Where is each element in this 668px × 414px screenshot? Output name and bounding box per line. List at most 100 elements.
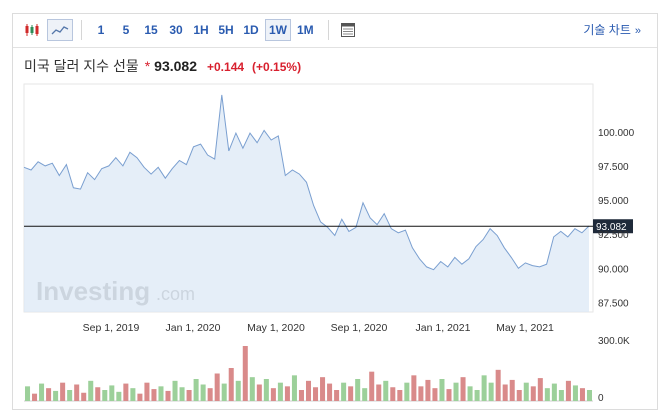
y-tick-label: 90.000 [598, 264, 629, 275]
volume-bar [123, 383, 129, 401]
volume-bar [572, 385, 578, 401]
volume-bar [151, 389, 157, 401]
candlestick-icon[interactable] [21, 19, 43, 41]
volume-bar [284, 386, 290, 401]
volume-bar [502, 384, 508, 401]
volume-bar [193, 379, 199, 401]
technical-chart-link[interactable]: 기술 차트» [583, 21, 641, 38]
volume-bar [249, 377, 255, 401]
volume-bar [432, 388, 438, 401]
volume-bar [383, 380, 389, 401]
y-tick-label: 87.500 [598, 298, 629, 309]
table-icon[interactable] [337, 19, 359, 41]
volume-bar [200, 384, 206, 401]
line-chart-icon[interactable] [47, 18, 73, 41]
volume-bar [116, 391, 122, 401]
volume-bar [228, 368, 234, 401]
interval-button-5[interactable]: 5 [122, 22, 130, 37]
volume-bar [144, 382, 150, 401]
volume-bar [313, 387, 319, 401]
volume-bar [495, 369, 501, 401]
volume-bar [39, 383, 45, 401]
volume-bar [207, 388, 213, 401]
volume-bar [509, 379, 515, 401]
double-chevron-right-icon: » [634, 25, 641, 37]
price-change-percent: (+0.15%) [252, 60, 302, 74]
volume-bar [418, 386, 424, 401]
interval-button-1h[interactable]: 1H [193, 22, 209, 37]
volume-bar [67, 390, 73, 401]
volume-bar [558, 390, 564, 401]
volume-bar [348, 386, 354, 401]
quote-header: 미국 달러 지수 선물 * 93.082 +0.144 (+0.15%) [24, 56, 301, 76]
instrument-name: 미국 달러 지수 선물 [24, 58, 139, 74]
price-change: +0.144 [207, 60, 245, 74]
volume-bar [446, 389, 452, 401]
current-price-label: 93.082 [596, 222, 627, 233]
volume-bar [404, 382, 410, 401]
volume-bar [530, 386, 536, 401]
volume-bar [334, 390, 340, 401]
volume-bar [186, 390, 192, 401]
interval-selector: 1 5 15 30 1H 5H 1D 1W 1M [90, 18, 320, 41]
volume-bar [474, 390, 480, 401]
volume-bar [320, 377, 326, 401]
interval-button-1[interactable]: 1 [97, 22, 105, 37]
interval-button-5h[interactable]: 5H [218, 22, 234, 37]
volume-bar [481, 375, 487, 401]
volume-bar [291, 375, 297, 401]
volume-bar [46, 388, 52, 401]
volume-bar [362, 388, 368, 401]
volume-bar [130, 388, 136, 401]
volume-bar [551, 383, 557, 401]
volume-bar [158, 386, 164, 401]
price-area-fill [24, 94, 589, 313]
interval-button-1m[interactable]: 1M [297, 22, 314, 37]
x-tick-label: May 1, 2021 [496, 322, 554, 334]
volume-bar [390, 387, 396, 401]
volume-bar [270, 388, 276, 401]
volume-bar [376, 384, 382, 401]
x-tick-label: Jan 1, 2021 [416, 322, 471, 334]
volume-bar [341, 382, 347, 401]
interval-button-15[interactable]: 15 [144, 22, 158, 37]
y-tick-label: 100.000 [598, 128, 635, 139]
toolbar-divider [13, 47, 657, 48]
volume-bar [467, 386, 473, 401]
volume-bar [165, 390, 171, 401]
volume-bar [102, 390, 108, 401]
volume-bar [411, 375, 417, 401]
volume-bar [95, 387, 101, 401]
volume-bar [81, 392, 87, 401]
toolbar-separator [327, 19, 329, 40]
volume-bar [488, 382, 494, 401]
interval-button-1d[interactable]: 1D [243, 22, 259, 37]
volume-bar [537, 378, 543, 401]
x-tick-label: Sep 1, 2019 [83, 322, 140, 334]
x-tick-label: Sep 1, 2020 [331, 322, 388, 334]
volume-bar [460, 377, 466, 401]
y-tick-label: 95.000 [598, 196, 629, 207]
volume-bar [25, 386, 31, 401]
volume-bar [60, 382, 66, 401]
last-price: 93.082 [154, 58, 197, 74]
volume-bar [397, 390, 403, 401]
volume-tick-label: 300.0K [598, 336, 630, 347]
volume-bar [172, 380, 178, 401]
price-line [23, 94, 590, 271]
volume-bar [256, 384, 262, 401]
volume-bar [242, 346, 248, 401]
volume-bar [586, 390, 592, 401]
interval-button-1w[interactable]: 1W [265, 18, 291, 41]
volume-bar [355, 379, 361, 401]
volume-bar [235, 380, 241, 401]
volume-bar [263, 379, 269, 401]
chart-toolbar: 1 5 15 30 1H 5H 1D 1W 1M 기술 차트» [13, 14, 657, 45]
volume-bar [544, 388, 550, 401]
interval-button-30[interactable]: 30 [169, 22, 183, 37]
volume-bar [74, 384, 80, 401]
volume-bar [439, 379, 445, 401]
volume-bar [137, 393, 143, 401]
volume-tick-label: 0 [598, 393, 604, 404]
